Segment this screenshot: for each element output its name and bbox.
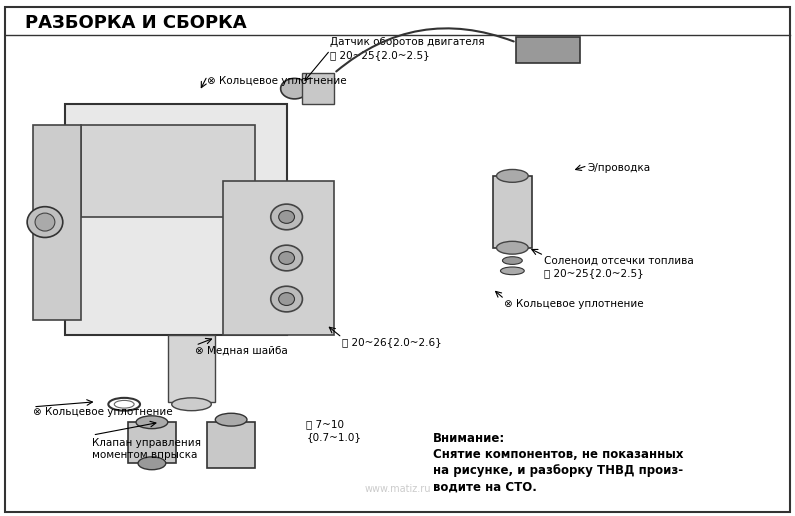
Bar xyxy=(223,181,334,335)
Ellipse shape xyxy=(279,211,294,223)
Text: Э/проводка: Э/проводка xyxy=(588,163,651,173)
Ellipse shape xyxy=(271,286,302,312)
Ellipse shape xyxy=(215,413,247,426)
Bar xyxy=(33,124,80,319)
Text: Внимание:
Снятие компонентов, не показанных
на рисунке, и разборку ТНВД произ-
в: Внимание: Снятие компонентов, не показан… xyxy=(433,432,684,493)
Ellipse shape xyxy=(497,241,528,254)
Ellipse shape xyxy=(497,169,528,182)
Text: www.matiz.ru: www.matiz.ru xyxy=(364,484,431,494)
Ellipse shape xyxy=(271,204,302,230)
Ellipse shape xyxy=(136,416,168,429)
Text: ⊗ Кольцевое уплотнение: ⊗ Кольцевое уплотнение xyxy=(33,407,173,417)
Bar xyxy=(64,104,286,335)
Ellipse shape xyxy=(35,213,55,231)
Ellipse shape xyxy=(501,267,524,275)
Bar xyxy=(516,37,580,63)
Bar xyxy=(493,176,532,248)
Bar xyxy=(207,422,255,469)
Text: Ⓕ 20~26{2.0~2.6}: Ⓕ 20~26{2.0~2.6} xyxy=(342,337,442,348)
Text: Клапан управления
моментом впрыска: Клапан управления моментом впрыска xyxy=(92,438,201,460)
Text: Соленоид отсечки топлива
Ⓕ 20~25{2.0~2.5}: Соленоид отсечки топлива Ⓕ 20~25{2.0~2.5… xyxy=(544,255,694,278)
Text: ⊗ Медная шайба: ⊗ Медная шайба xyxy=(196,345,289,355)
Text: РАЗБОРКА И СБОРКА: РАЗБОРКА И СБОРКА xyxy=(25,14,246,32)
Bar xyxy=(302,73,334,104)
Text: ⊗ Кольцевое уплотнение: ⊗ Кольцевое уплотнение xyxy=(505,299,644,309)
Ellipse shape xyxy=(138,457,166,470)
Ellipse shape xyxy=(502,257,522,264)
Bar xyxy=(128,422,176,463)
Ellipse shape xyxy=(281,78,308,99)
Ellipse shape xyxy=(27,207,63,237)
Ellipse shape xyxy=(279,252,294,264)
Ellipse shape xyxy=(271,245,302,271)
Text: ⊗ Кольцевое уплотнение: ⊗ Кольцевое уплотнение xyxy=(207,76,347,86)
Ellipse shape xyxy=(172,398,211,411)
Text: Ⓕ 7~10
{0.7~1.0}: Ⓕ 7~10 {0.7~1.0} xyxy=(306,420,362,442)
Bar xyxy=(168,335,215,401)
Bar xyxy=(80,124,255,217)
Ellipse shape xyxy=(279,293,294,305)
Text: Датчик оборотов двигателя
Ⓕ 20~25{2.0~2.5}: Датчик оборотов двигателя Ⓕ 20~25{2.0~2.… xyxy=(330,37,485,60)
